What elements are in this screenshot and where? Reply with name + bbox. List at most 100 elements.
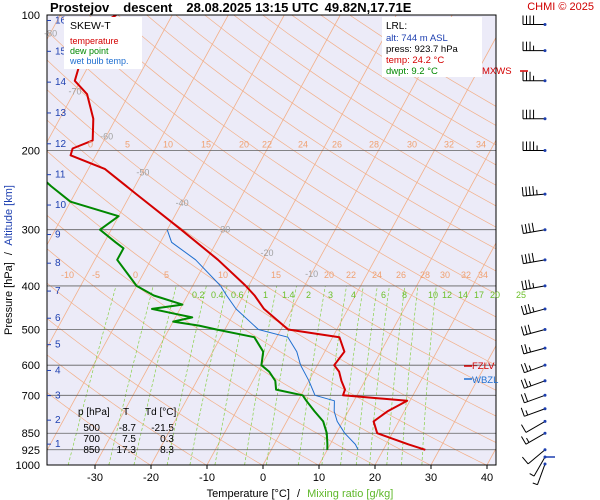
altitude-tick-label: 7 — [55, 286, 61, 297]
dry-adiabat-line — [146, 15, 496, 250]
wind-barb-feather — [531, 252, 535, 262]
wind-barb-feather — [531, 222, 535, 232]
wind-barb — [520, 324, 547, 336]
mixing-ratio-label: 1.4 — [282, 290, 295, 300]
lrl-title: LRL: — [386, 21, 407, 32]
isotherm-label: -20 — [261, 248, 274, 258]
altitude-tick-label: 3 — [55, 391, 61, 402]
wind-barb-feather — [521, 186, 524, 197]
x-axis-title: Temperature [°C] / Mixing ratio [g/kg] — [207, 488, 394, 500]
y-axis-separator: / — [3, 251, 15, 255]
wind-barb-feather — [520, 326, 525, 336]
mixing-ratio-label: 25 — [516, 290, 526, 300]
isotherm-label: -10 — [305, 269, 318, 279]
wind-barb-base — [543, 258, 547, 262]
legend-entry-temperature: temperature — [70, 36, 119, 46]
isotherm-label: -40 — [176, 198, 189, 208]
wind-barb — [521, 279, 547, 291]
wind-barb-base — [543, 49, 547, 53]
wind-barb-feather — [524, 304, 528, 314]
dry-adiabat-label: 0 — [88, 139, 93, 149]
altitude-tick-label: 4 — [55, 365, 61, 376]
wind-barb-base — [543, 328, 547, 332]
wind-barb — [520, 407, 547, 417]
x-tick-label: 20 — [369, 472, 381, 484]
wind-barb — [520, 344, 547, 355]
wind-barb — [521, 419, 547, 433]
isotherm-line — [47, 15, 285, 452]
wind-barb-base — [543, 419, 547, 423]
altitude-tick-label: 13 — [55, 108, 67, 119]
y-tick-label: 850 — [22, 428, 40, 440]
wind-barb — [520, 392, 547, 404]
dry-adiabat-label: 10 — [218, 270, 228, 280]
levels-row-t: 17.3 — [117, 445, 137, 456]
dry-adiabat-line — [175, 15, 496, 228]
wind-barb — [521, 252, 547, 265]
altitude-tick-label: 5 — [55, 340, 61, 351]
levels-header-t: T — [123, 407, 129, 418]
x-tick-label: -20 — [143, 472, 159, 484]
mixing-ratio-label: 8 — [402, 290, 407, 300]
wind-barb-feather — [525, 410, 529, 416]
wind-barb-feather — [527, 324, 532, 334]
x-tick-label: -10 — [199, 472, 215, 484]
lrl-temperature: temp: 24.2 °C — [386, 55, 444, 66]
wind-barb-feather — [526, 437, 530, 443]
y-tick-label: 925 — [22, 445, 40, 457]
wind-barb-feather — [520, 394, 525, 403]
wind-barb — [521, 222, 547, 235]
wind-barb-base — [543, 117, 547, 121]
isotherm-line — [543, 15, 600, 465]
wind-barb-feather — [521, 254, 524, 264]
altitude-tick-label: 10 — [55, 200, 67, 211]
wind-barb-base — [543, 228, 547, 232]
altitude-tick-label: 2 — [55, 415, 61, 426]
levels-row-t: -8.7 — [119, 423, 137, 434]
altitude-tick-label: 16 — [55, 15, 67, 26]
dry-adiabat-line — [88, 15, 496, 295]
plot-frame — [46, 14, 497, 466]
wind-barb-feather — [520, 305, 525, 315]
wind-barb-base — [543, 379, 547, 383]
dry-adiabat-label: 28 — [420, 270, 430, 280]
x-axis-temperature-label: Temperature [°C] — [207, 488, 290, 500]
isotherm-label: -70 — [68, 87, 81, 97]
x-axis-mixing-label: Mixing ratio [g/kg] — [307, 488, 393, 500]
wind-barb-feather — [524, 223, 528, 234]
wind-barb-feather — [521, 280, 524, 290]
flight-mode: descent — [123, 0, 173, 15]
levels-row-td: -21.5 — [151, 423, 174, 434]
dry-adiabat-label: 30 — [440, 270, 450, 280]
x-tick-label: 40 — [481, 472, 493, 484]
y-tick-label: 500 — [22, 325, 40, 337]
isotherm-label: -80 — [44, 29, 57, 39]
wind-barb-feather — [528, 347, 532, 353]
dry-adiabat-label: 22 — [346, 270, 356, 280]
levels-table: p [hPa] T Td [°C] 500 -8.7 -21.5 700 7.5… — [78, 407, 176, 456]
dry-adiabat-label: 10 — [163, 139, 173, 149]
levels-row-p: 850 — [83, 445, 100, 456]
dry-adiabat-label: 15 — [271, 270, 281, 280]
wind-barb-feather — [532, 482, 538, 486]
dry-adiabat-line — [117, 15, 496, 272]
dry-adiabat-label: 0 — [133, 270, 138, 280]
mixing-ratio-label: 1 — [263, 290, 268, 300]
dry-adiabat-line — [59, 15, 496, 318]
wind-barb — [522, 15, 547, 27]
wind-barb-feather — [527, 303, 532, 313]
series-temperature — [69, 15, 426, 451]
levels-row-p: 700 — [83, 434, 100, 445]
isotherm-line — [47, 15, 229, 349]
wind-barb-base — [543, 192, 547, 196]
legend: SKEW-T temperature dew point wet bulb te… — [64, 17, 142, 69]
levels-row-t: 7.5 — [122, 434, 136, 445]
mxws-label: MXWS — [482, 66, 512, 77]
mixing-ratio-label: 0.6 — [231, 290, 244, 300]
series-dew-point — [47, 181, 329, 450]
wind-barb — [521, 186, 547, 197]
wind-barb-feather — [524, 362, 529, 372]
y-axis-altitude-label: Altitude [km] — [3, 185, 15, 246]
dry-adiabat-label: 32 — [444, 139, 454, 149]
